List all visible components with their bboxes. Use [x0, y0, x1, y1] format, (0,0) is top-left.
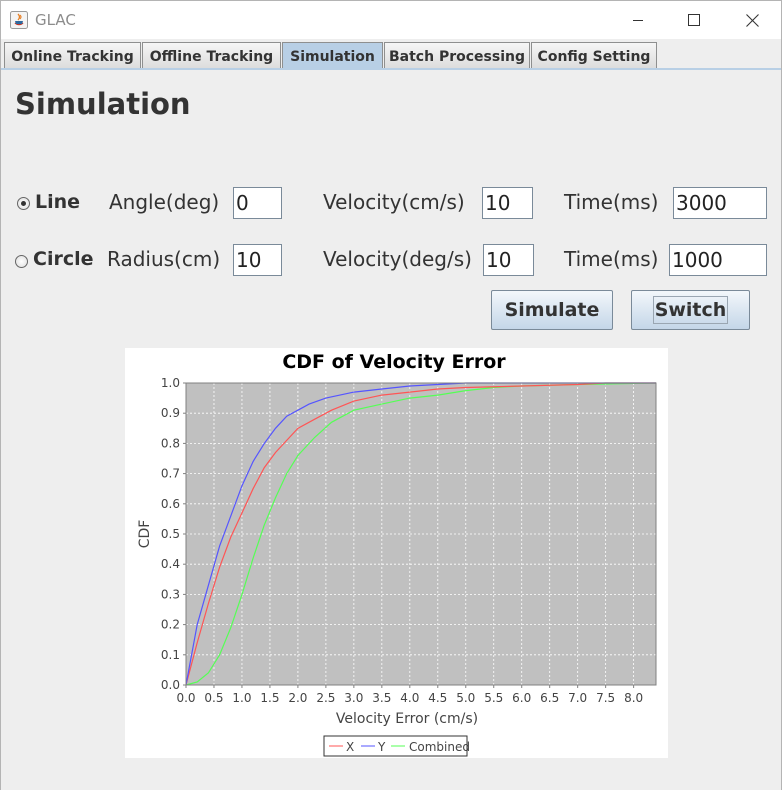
- series-line-combined: [185, 382, 657, 686]
- tick-layer: 0.0 0.5 1.0 1.5 2.0 2.5 3.0 3.5 4.0 4.5 5.0 5.5 6.0 6…: [161, 376, 643, 705]
- radio-selected-dot: [21, 201, 26, 206]
- maximize-button[interactable]: [671, 1, 717, 39]
- tab-bar: Online Tracking Offline Tracking Simulat…: [1, 39, 781, 69]
- minimize-icon: [633, 20, 643, 21]
- title-bar: GLAC: [1, 1, 781, 39]
- legend-label-combined: Combined: [409, 740, 470, 754]
- y-tick-label: 0.9: [161, 406, 180, 420]
- x-tick-label: 4.0: [400, 691, 419, 705]
- page-title: Simulation: [15, 87, 191, 121]
- x-tick-label: 7.5: [596, 691, 615, 705]
- x-tick-label: 8.0: [624, 691, 643, 705]
- plot-border: [185, 382, 657, 686]
- x-tick-label: 1.0: [232, 691, 251, 705]
- plot-area: [186, 383, 656, 685]
- tab-label: Batch Processing: [389, 48, 525, 65]
- legend-label-y: Y: [377, 740, 386, 754]
- window-title: GLAC: [35, 11, 76, 29]
- x-tick-label: 0.0: [176, 691, 195, 705]
- circle-radio-label[interactable]: Circle: [33, 248, 94, 270]
- close-icon: [745, 13, 759, 27]
- circle-radio[interactable]: [15, 255, 28, 268]
- x-tick-label: 7.0: [568, 691, 587, 705]
- java-app-icon: [10, 11, 28, 29]
- maximize-icon: [688, 14, 700, 26]
- line-velocity-label: Velocity(cm/s): [323, 190, 465, 214]
- tab-content-border: [1, 68, 781, 70]
- radius-label: Radius(cm): [107, 247, 221, 271]
- simulation-panel: Simulation Line Angle(deg) 0 Velocity(cm…: [1, 70, 781, 790]
- y-tick-label: 0.7: [161, 467, 180, 481]
- y-tick-label: 0.0: [161, 678, 180, 692]
- line-radio[interactable]: [17, 197, 30, 210]
- legend-label-x: X: [346, 740, 354, 754]
- x-tick-label: 0.5: [204, 691, 223, 705]
- x-tick-label: 1.5: [260, 691, 279, 705]
- angle-input[interactable]: 0: [233, 187, 282, 219]
- line-velocity-input[interactable]: 10: [482, 187, 533, 219]
- y-tick-label: 0.3: [161, 587, 180, 601]
- cdf-chart-svg: CDF of Velocity Error 0.0 0.5 1.0 1.5 2.0 2.5…: [137, 351, 657, 757]
- cdf-chart: CDF of Velocity Error 0.0 0.5 1.0 1.5 2.0 2.5…: [125, 348, 668, 758]
- switch-button-label: Switch: [652, 296, 729, 324]
- tab-config-setting[interactable]: Config Setting: [531, 42, 657, 69]
- circle-time-input[interactable]: 1000: [669, 244, 767, 276]
- y-tick-label: 0.1: [161, 648, 180, 662]
- legend: X Y Combined: [323, 735, 470, 757]
- tab-offline-tracking[interactable]: Offline Tracking: [142, 42, 281, 69]
- angle-label: Angle(deg): [109, 190, 220, 214]
- series-line-x: [185, 382, 656, 686]
- circle-time-label: Time(ms): [564, 247, 659, 271]
- x-tick-label: 3.0: [344, 691, 363, 705]
- tab-label: Offline Tracking: [149, 48, 274, 65]
- tab-label: Online Tracking: [11, 48, 134, 65]
- x-tick-label: 3.5: [372, 691, 391, 705]
- tab-label: Simulation: [290, 48, 375, 65]
- tab-batch-processing[interactable]: Batch Processing: [384, 42, 530, 69]
- y-tick-label: 0.4: [161, 557, 180, 571]
- x-tick-label: 6.0: [512, 691, 531, 705]
- y-tick-label: 0.5: [161, 527, 180, 541]
- line-time-input[interactable]: 3000: [673, 187, 767, 219]
- x-tick-label: 5.5: [484, 691, 503, 705]
- x-tick-label: 2.0: [288, 691, 307, 705]
- x-tick-label: 5.0: [456, 691, 475, 705]
- y-axis-label: CDF: [137, 520, 153, 549]
- y-tick-label: 0.2: [161, 618, 180, 632]
- radius-input[interactable]: 10: [233, 244, 282, 276]
- switch-button[interactable]: Switch: [631, 290, 750, 330]
- line-time-label: Time(ms): [564, 190, 659, 214]
- line-radio-label[interactable]: Line: [35, 191, 81, 213]
- minimize-button[interactable]: [615, 1, 661, 39]
- y-tick-label: 1.0: [161, 376, 180, 390]
- circle-velocity-label: Velocity(deg/s): [323, 247, 472, 271]
- simulate-button[interactable]: Simulate: [491, 290, 613, 330]
- y-tick-label: 0.6: [161, 497, 180, 511]
- simulate-button-label: Simulate: [504, 299, 600, 321]
- circle-velocity-input[interactable]: 10: [483, 244, 534, 276]
- tab-label: Config Setting: [537, 48, 651, 65]
- x-tick-label: 2.5: [316, 691, 335, 705]
- chart-title: CDF of Velocity Error: [282, 351, 506, 373]
- x-tick-label: 6.5: [540, 691, 559, 705]
- x-tick-label: 4.5: [428, 691, 447, 705]
- tab-simulation[interactable]: Simulation: [282, 42, 383, 69]
- tab-online-tracking[interactable]: Online Tracking: [4, 42, 141, 69]
- x-axis-label: Velocity Error (cm/s): [336, 711, 478, 727]
- close-button[interactable]: [729, 1, 775, 39]
- y-tick-label: 0.8: [161, 436, 180, 450]
